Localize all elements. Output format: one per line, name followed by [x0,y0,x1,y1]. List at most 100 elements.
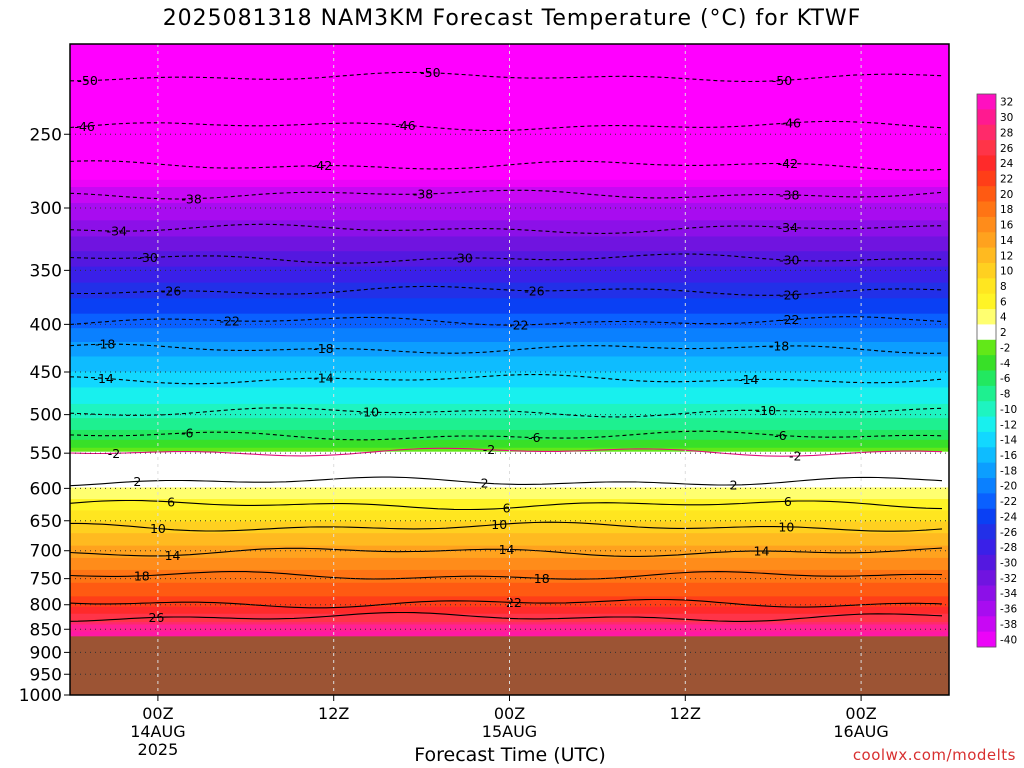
colorbar-swatch [977,186,996,202]
y-tick-label: 1000 [19,686,62,706]
y-tick-label: 450 [30,363,62,383]
isotherm-label: -30 [137,250,157,265]
colorbar-swatch [977,416,996,433]
ground-area [70,636,949,695]
temp-band [70,155,949,166]
isotherm-label: -50 [772,73,792,88]
colorbar-label: -12 [1000,419,1017,431]
colorbar-label: -40 [1000,634,1017,646]
temp-band [70,596,949,604]
isotherm-label: -22 [779,312,799,327]
credit-link[interactable]: coolwx.com/modelts [852,746,1016,764]
isotherm-label: -2 [108,446,120,461]
temp-band [70,211,949,221]
colorbar-swatch [977,232,996,249]
y-tick-label: 800 [30,596,62,616]
y-tick-label: 350 [30,261,62,281]
colorbar-swatch [977,508,996,525]
colorbar-label: 22 [1000,173,1013,185]
colorbar-label: 10 [1000,266,1013,278]
isotherm-label: 2 [730,477,738,492]
colorbar-label: -18 [1000,465,1017,477]
isotherm--18 [70,343,943,354]
isotherm-label: 26 [148,610,164,625]
isotherm-label: -6 [181,425,194,440]
colorbar-label: -28 [1000,542,1017,554]
colorbar-label: 28 [1000,127,1013,139]
y-tick-label: 400 [30,315,62,335]
temp-band [70,274,949,284]
isotherm-label: -38 [779,187,799,202]
temp-band [70,60,949,67]
colorbar-swatch [977,600,996,617]
isotherm-label: -42 [312,158,332,173]
isotherm-2 [70,476,943,487]
isotherm-label: 18 [534,571,550,586]
temp-band [70,526,949,534]
x-tick-label: 00Z [845,704,876,723]
isotherm-label: 10 [491,517,507,532]
isotherm-label: 10 [778,519,794,534]
colorbar-label: -22 [1000,496,1017,508]
colorbar-swatch [977,431,996,448]
temp-band [70,569,949,577]
isotherm-label: -30 [452,250,472,265]
temp-band [70,515,949,523]
colorbar-swatch [977,94,996,110]
isotherm-label: -50 [420,65,440,80]
isotherm-label: -46 [395,118,415,133]
temp-band [70,418,949,425]
temp-band [70,439,949,445]
isotherm--10 [70,407,943,418]
temp-band [70,481,949,489]
colorbar-label: 24 [1000,158,1014,170]
colorbar-label: -24 [1000,511,1017,523]
isotherm-label: 14 [754,544,770,559]
isotherm-label: -26 [161,284,181,299]
temp-band [70,624,949,637]
colorbar-swatch [977,447,996,464]
colorbar-swatch [977,524,996,540]
isotherm-10 [70,521,943,532]
isotherm-14 [70,547,943,557]
isotherm-label: -42 [778,156,798,171]
colorbar-label: -8 [1000,389,1010,401]
temp-band [70,76,949,90]
colorbar-swatch [977,570,996,586]
y-tick-label: 650 [30,512,62,532]
isotherm-label: -2 [789,449,801,464]
isotherm-label: 14 [499,542,515,557]
temp-band [70,126,949,137]
isotherm--26 [70,285,943,296]
isotherm-label: -10 [359,404,379,419]
colorbar-label: 16 [1000,220,1014,232]
colorbar-swatch [977,385,996,402]
temp-band [70,135,949,147]
isotherm--14 [70,374,943,385]
plot-frame [69,43,950,696]
temp-band [70,179,949,188]
y-tick-label: 700 [30,542,62,562]
y-tick-label: 750 [30,570,62,590]
isotherm-label: -38 [413,187,433,202]
y-tick-label: 950 [30,665,62,685]
isotherm-label: -38 [181,191,201,206]
colorbar-label: 18 [1000,204,1013,216]
colorbar-swatch [977,309,996,325]
colorbar-label: 4 [1000,312,1007,324]
colorbar-swatch [977,493,996,510]
colorbar-swatch [977,170,996,187]
colorbar-swatch [977,247,996,264]
colorbar-swatch [977,201,996,218]
temp-band [70,521,949,528]
colorbar-label: 2 [1000,327,1007,339]
x-tick-label: 15AUG [482,722,537,741]
colorbar-swatch [977,478,996,494]
isotherm-label: 6 [167,494,175,509]
temp-band [70,606,949,611]
temp-band [70,582,949,591]
colorbar-label: 26 [1000,143,1014,155]
isotherm-label: -2 [483,442,495,457]
isotherm--2 [70,447,943,457]
